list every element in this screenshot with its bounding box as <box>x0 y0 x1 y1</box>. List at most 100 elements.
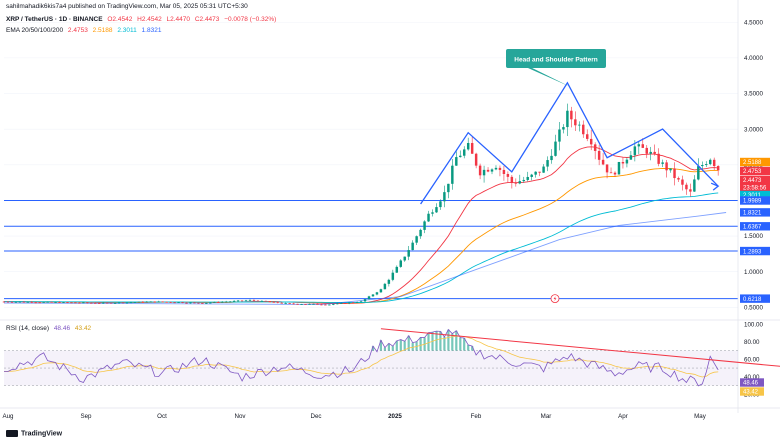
price-tag-label: 1.2893 <box>743 249 762 255</box>
time-tick-label: Mar <box>541 413 552 420</box>
candle-body <box>597 150 601 160</box>
candle-body <box>34 302 37 304</box>
candle-body <box>712 159 716 167</box>
price-tag-label: 2.4473 <box>743 178 762 184</box>
candle-body <box>50 301 53 303</box>
candle-body <box>459 155 462 158</box>
candle-body <box>474 153 478 166</box>
candle-body <box>697 166 700 180</box>
candle-body <box>38 302 41 304</box>
candle-body <box>137 301 141 303</box>
candle-body <box>705 164 708 166</box>
candle-body <box>716 166 720 171</box>
candle-body <box>177 302 180 304</box>
candle-body <box>506 173 510 177</box>
candle-body <box>589 138 593 145</box>
candle-body <box>264 300 268 302</box>
candle-body <box>125 302 129 304</box>
candle-body <box>189 302 192 304</box>
symbol-line: XRP / TetherUS · 1D · BINANCE O2.4542 H2… <box>6 16 279 23</box>
candle-body <box>276 301 279 303</box>
candle-body <box>391 272 395 280</box>
candle-body <box>518 181 522 184</box>
candle-body <box>74 302 77 304</box>
price-tag-label: 2.4753 <box>743 169 762 175</box>
candle-body <box>129 302 133 304</box>
candle-body <box>308 303 311 305</box>
candle-body <box>117 302 121 304</box>
candle-body <box>387 279 391 284</box>
candle-body <box>312 303 315 305</box>
price-tag <box>740 208 770 217</box>
candle-body <box>256 300 260 302</box>
rsi-tag-label: 43.42 <box>743 390 759 396</box>
candle-body <box>30 301 34 303</box>
candle-body <box>332 304 335 305</box>
candle-body <box>403 256 406 261</box>
time-tick-label: Aug <box>2 413 14 420</box>
candle-body <box>14 301 18 303</box>
callout-label: Head and Shoulder Pattern <box>514 57 597 64</box>
candle-body <box>466 143 470 150</box>
price-tick-label: 3.5000 <box>744 91 763 98</box>
ema-label: EMA 20/50/100/200 <box>6 27 64 34</box>
candle-body <box>693 179 696 192</box>
candle-body <box>526 176 529 180</box>
ohlc-change: −0.0078 (−0.32%) <box>224 16 277 23</box>
rsi-band <box>4 350 738 386</box>
price-tag-label: 2.3011 <box>743 193 762 199</box>
candle-body <box>498 167 502 170</box>
candle-body <box>383 283 387 290</box>
candle-body <box>578 124 581 126</box>
rsi-ma-value: 43.42 <box>74 325 92 332</box>
candle-body <box>419 229 422 237</box>
candle-body <box>558 129 561 142</box>
candle-body <box>288 303 291 304</box>
rsi-tick-label: 40.00 <box>744 374 760 381</box>
candle-body <box>141 301 145 303</box>
ema20-value: 2.4753 <box>67 27 88 34</box>
candle-body <box>574 119 577 126</box>
price-tag <box>740 166 770 176</box>
candle-body <box>379 289 383 293</box>
price-tag <box>740 190 770 200</box>
price-tag-label: 0.6218 <box>743 297 762 303</box>
candle-body <box>566 110 569 128</box>
candle-body <box>486 169 490 172</box>
candle-body <box>240 300 244 302</box>
candle-body <box>669 168 672 171</box>
candle-body <box>534 171 537 175</box>
candle-body <box>451 165 454 184</box>
ema100-value: 2.3011 <box>117 27 137 34</box>
candle-body <box>304 304 307 305</box>
candle-body <box>542 166 545 173</box>
candle-body <box>443 192 446 202</box>
ema200-line <box>3 212 727 305</box>
time-tick-label: Dec <box>310 413 321 420</box>
candle-body <box>244 300 248 302</box>
candle-body <box>173 302 176 304</box>
candle-body <box>113 302 117 304</box>
candle-body <box>375 292 379 295</box>
brand-name: TradingView <box>21 430 63 438</box>
candle-body <box>399 260 402 267</box>
price-tick-label: 0.5000 <box>744 305 763 312</box>
candle-body <box>470 143 474 154</box>
candle-body <box>657 153 660 164</box>
candle-body <box>232 300 236 302</box>
candle-body <box>351 302 355 304</box>
time-axis: Aug Sep Oct Nov Dec 2025 Feb Mar Apr May <box>2 413 706 420</box>
ohlc-high: H2.4542 <box>137 16 162 23</box>
price-tag <box>740 196 770 205</box>
price-tick-label: 4.0000 <box>744 55 763 62</box>
candle-body <box>18 301 22 303</box>
candle-body <box>538 171 541 173</box>
rsi-ma-line <box>4 335 719 378</box>
candle-body <box>641 144 645 148</box>
candle-body <box>649 151 652 154</box>
candle-body <box>42 302 45 303</box>
candle-body <box>522 179 525 182</box>
candle-body <box>272 301 276 303</box>
